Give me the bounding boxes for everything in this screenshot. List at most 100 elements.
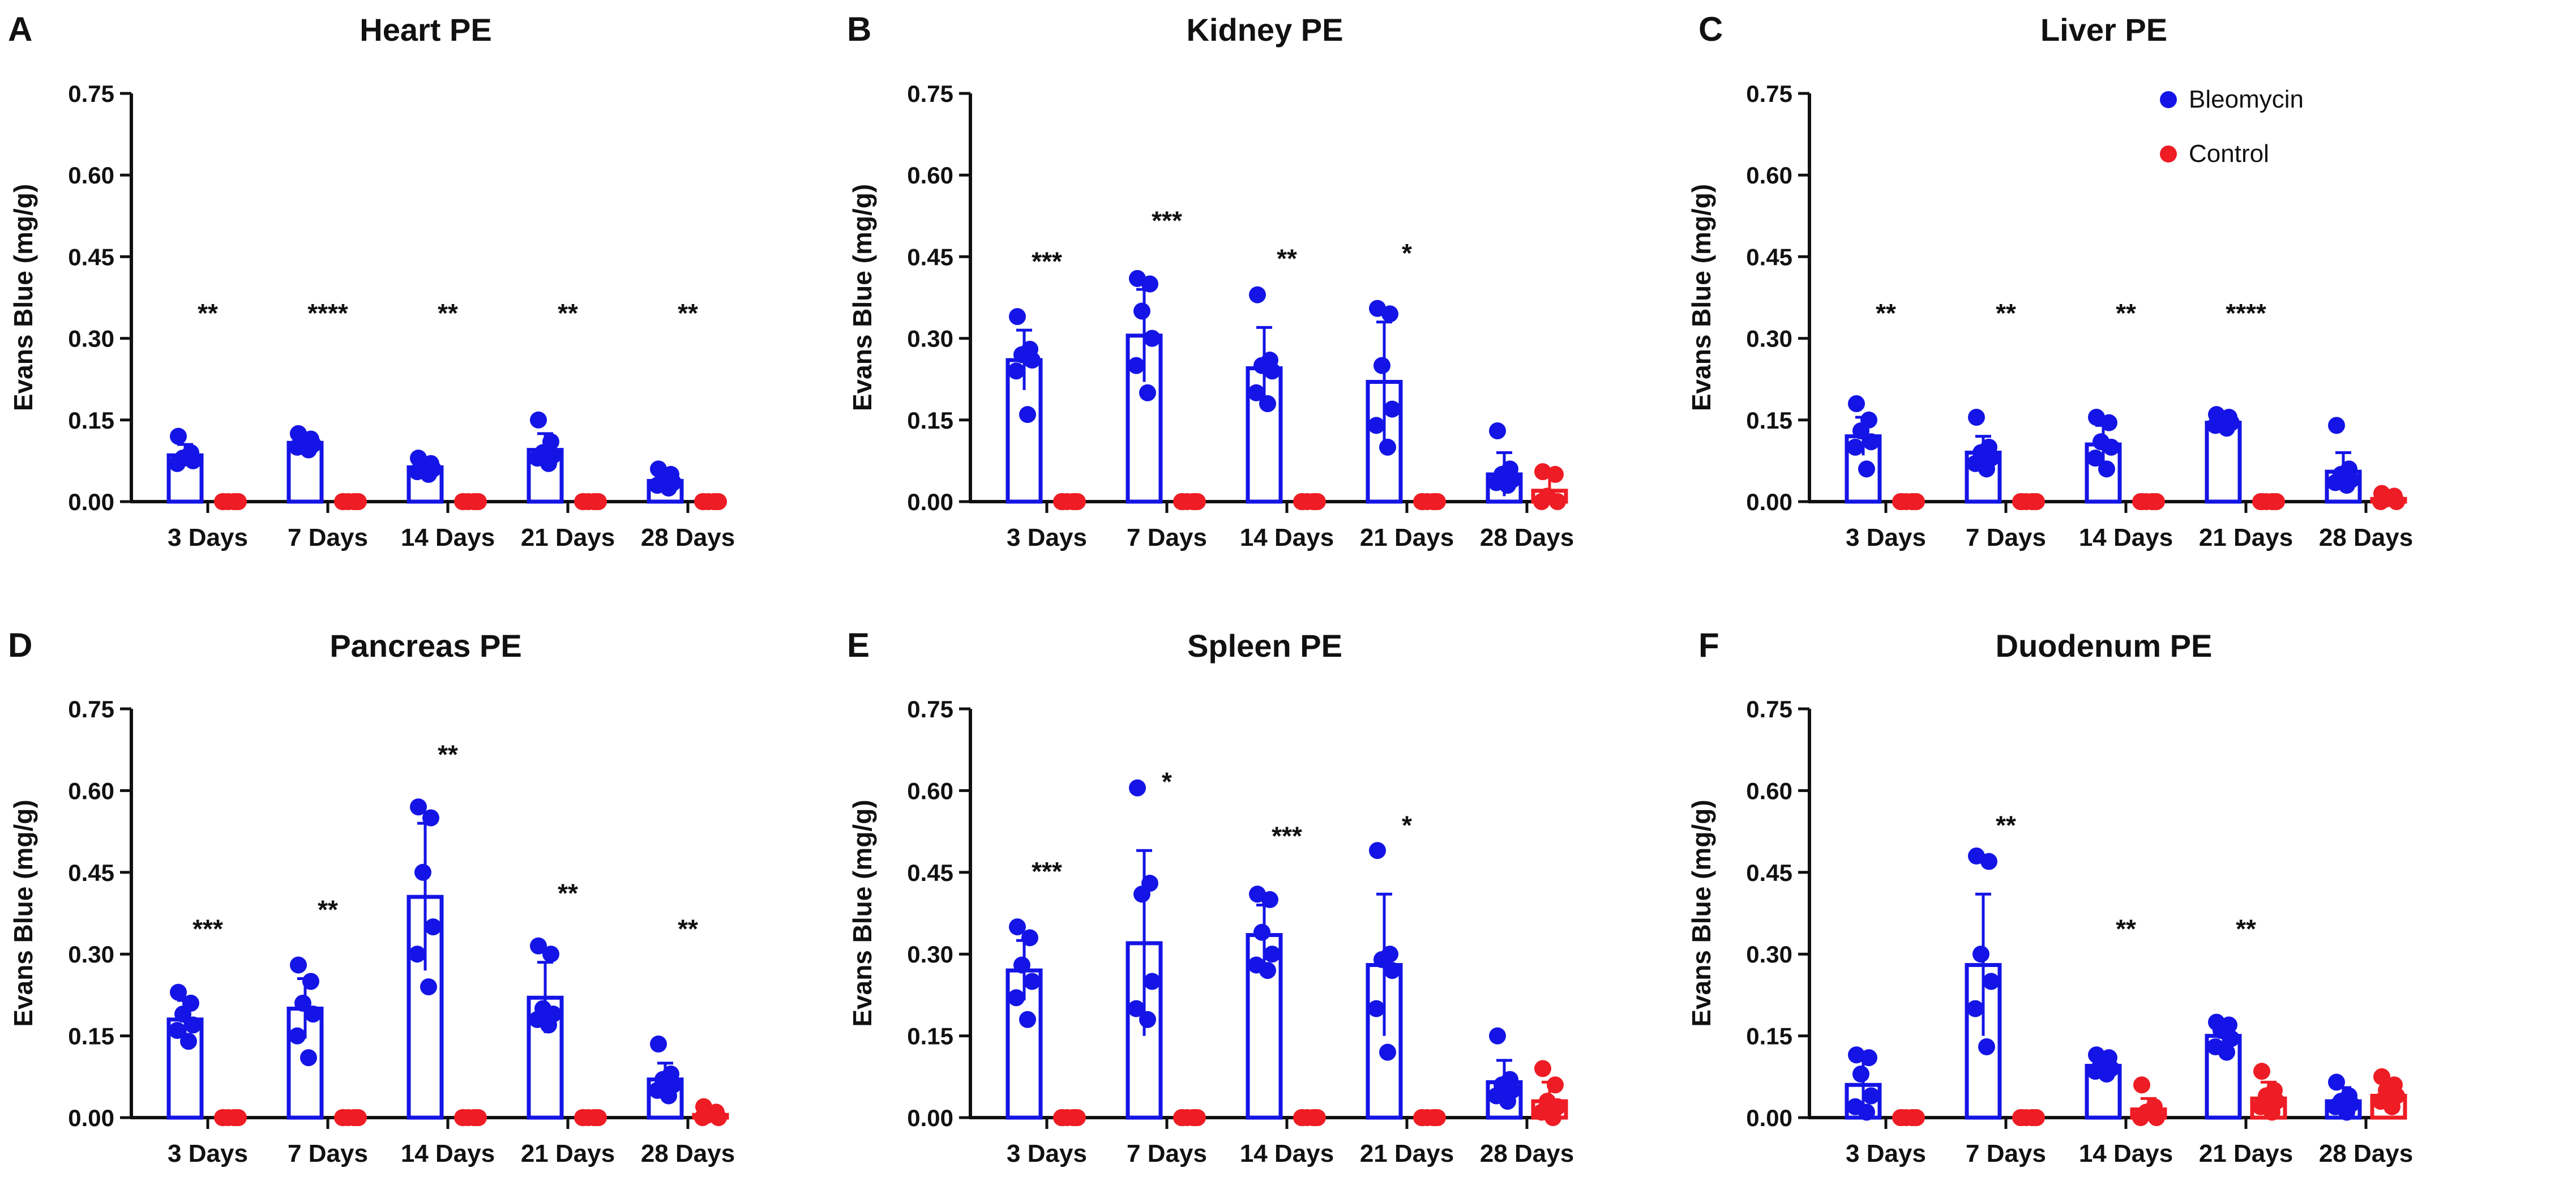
x-tick-label: 28 Days xyxy=(1480,524,1574,551)
data-point-bleomycin xyxy=(1848,395,1865,412)
y-tick-label: 0.15 xyxy=(907,1023,953,1050)
x-tick-label: 3 Days xyxy=(1846,524,1926,551)
data-point-bleomycin xyxy=(1139,1011,1156,1028)
legend-marker-bleomycin xyxy=(2160,91,2177,108)
data-point-bleomycin xyxy=(2100,414,2117,431)
data-point-bleomycin xyxy=(170,983,187,1001)
data-point-bleomycin xyxy=(1978,460,1995,478)
data-point-bleomycin xyxy=(414,863,431,881)
data-point-bleomycin xyxy=(2103,438,2120,456)
data-point-bleomycin xyxy=(2338,1103,2355,1121)
data-point-bleomycin xyxy=(1978,1038,1995,1055)
data-point-control xyxy=(1304,493,1321,510)
data-point-control xyxy=(694,1109,711,1126)
y-tick-label: 0.00 xyxy=(68,1105,114,1131)
panel-d: D Pancreas PE Evans Blue (mg/g) 0.00 0.15 0.3… xyxy=(8,626,735,1167)
significance-marker: ** xyxy=(1996,298,2016,328)
significance-marker: ** xyxy=(558,879,578,908)
data-point-bleomycin xyxy=(1144,973,1161,990)
x-tick-label: 7 Days xyxy=(1966,1140,2046,1167)
data-point-control xyxy=(585,493,602,510)
x-tick-label: 3 Days xyxy=(168,1140,248,1167)
y-tick-label: 0.30 xyxy=(907,326,953,352)
data-point-bleomycin xyxy=(540,455,557,472)
data-point-bleomycin xyxy=(1259,395,1276,412)
data-point-bleomycin xyxy=(1852,422,1869,440)
panel-title: Heart PE xyxy=(360,12,491,48)
data-point-control xyxy=(710,1109,727,1126)
data-point-bleomycin xyxy=(1129,779,1146,797)
data-point-bleomycin xyxy=(1128,357,1145,374)
data-point-control xyxy=(2263,1103,2280,1121)
data-point-control xyxy=(2388,493,2405,510)
x-tick-label: 28 Days xyxy=(641,1140,735,1167)
data-point-bleomycin xyxy=(1489,422,1506,440)
data-point-bleomycin xyxy=(2223,1030,2240,1047)
significance-marker: ** xyxy=(2236,914,2256,943)
significance-marker: * xyxy=(1162,767,1172,796)
x-tick-label: 3 Days xyxy=(168,524,248,551)
panel-letter: F xyxy=(1698,626,1719,664)
data-point-bleomycin xyxy=(174,1006,191,1023)
data-point-bleomycin xyxy=(1024,973,1041,990)
data-point-bleomycin xyxy=(1379,1043,1396,1061)
y-axis-label: Evans Blue (mg/g) xyxy=(8,184,38,411)
data-point-bleomycin xyxy=(1858,1103,1875,1121)
data-point-bleomycin xyxy=(2087,450,2104,467)
data-point-control xyxy=(1424,1109,1441,1126)
data-point-bleomycin xyxy=(1009,308,1026,326)
y-tick-label: 0.75 xyxy=(907,696,953,722)
data-point-bleomycin xyxy=(1021,929,1038,947)
significance-marker: ** xyxy=(198,298,218,328)
data-point-control xyxy=(1304,1109,1321,1126)
data-point-bleomycin xyxy=(1863,1087,1880,1105)
y-axis-label: Evans Blue (mg/g) xyxy=(1687,799,1716,1026)
significance-marker: ** xyxy=(678,914,698,943)
y-tick-label: 0.15 xyxy=(907,407,953,434)
data-point-bleomycin xyxy=(530,411,547,429)
data-point-bleomycin xyxy=(169,1021,186,1039)
x-tick-label: 3 Days xyxy=(1007,1140,1087,1167)
data-point-bleomycin xyxy=(1499,477,1516,494)
x-tick-label: 3 Days xyxy=(1846,1140,1926,1167)
data-point-bleomycin xyxy=(300,441,317,459)
y-tick-label: 0.00 xyxy=(907,1105,953,1131)
x-tick-label: 14 Days xyxy=(2079,1140,2173,1167)
data-point-bleomycin xyxy=(180,450,197,467)
panel-letter: E xyxy=(847,626,870,664)
data-point-bleomycin xyxy=(425,918,442,936)
x-tick-label: 21 Days xyxy=(2199,524,2293,551)
y-axis-label: Evans Blue (mg/g) xyxy=(1687,184,1716,411)
y-tick-label: 0.45 xyxy=(68,243,114,270)
data-point-bleomycin xyxy=(1249,286,1266,303)
panel-title: Pancreas PE xyxy=(330,628,521,664)
y-axis-label: Evans Blue (mg/g) xyxy=(848,184,877,411)
data-point-control xyxy=(465,1109,482,1126)
data-point-bleomycin xyxy=(294,994,311,1012)
data-point-bleomycin xyxy=(2098,1065,2115,1083)
y-tick-label: 0.15 xyxy=(68,1023,114,1050)
data-point-bleomycin xyxy=(2328,1073,2345,1091)
x-tick-label: 7 Days xyxy=(1966,524,2046,551)
data-point-bleomycin xyxy=(650,1036,667,1053)
data-point-bleomycin xyxy=(1499,1093,1516,1110)
x-tick-label: 28 Days xyxy=(2319,524,2413,551)
x-tick-label: 21 Days xyxy=(521,1140,615,1167)
data-point-bleomycin xyxy=(289,1027,306,1045)
panel-title: Kidney PE xyxy=(1187,12,1343,48)
data-point-bleomycin xyxy=(1373,951,1390,968)
x-tick-label: 21 Days xyxy=(1360,524,1454,551)
x-tick-label: 14 Days xyxy=(401,1140,495,1167)
panel-title: Duodenum PE xyxy=(1996,628,2213,664)
data-point-bleomycin xyxy=(1264,946,1281,963)
significance-marker: ** xyxy=(318,895,338,925)
data-point-control xyxy=(1184,1109,1201,1126)
data-point-bleomycin xyxy=(1384,962,1401,979)
panel-letter: D xyxy=(8,626,32,664)
y-axis-label: Evans Blue (mg/g) xyxy=(8,799,38,1026)
data-point-control xyxy=(705,493,722,510)
significance-marker: * xyxy=(1402,810,1412,840)
y-tick-label: 0.60 xyxy=(1746,162,1792,189)
data-point-control xyxy=(2372,493,2389,510)
